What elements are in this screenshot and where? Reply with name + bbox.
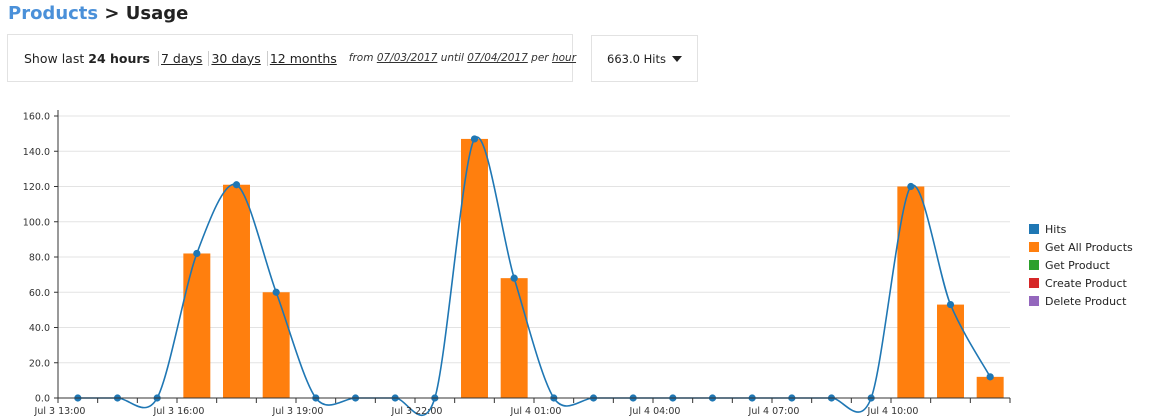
legend-swatch bbox=[1029, 242, 1039, 252]
y-tick-label: 20.0 bbox=[29, 358, 50, 369]
x-tick-label: Jul 3 19:00 bbox=[272, 406, 324, 417]
legend-label: Delete Product bbox=[1045, 294, 1127, 308]
legend-item-get-all-products[interactable]: Get All Products bbox=[1029, 238, 1133, 256]
hits-point bbox=[510, 274, 518, 282]
bar-get-all-products bbox=[937, 304, 964, 398]
y-tick-label: 100.0 bbox=[23, 217, 50, 228]
hits-dropdown[interactable]: 663.0 Hits bbox=[591, 35, 698, 82]
x-tick-label: Jul 3 22:00 bbox=[391, 406, 443, 417]
y-tick-label: 0.0 bbox=[35, 394, 50, 405]
range-option-30-days[interactable]: 30 days bbox=[208, 50, 266, 66]
bar-get-all-products bbox=[976, 376, 1004, 398]
hits-point bbox=[470, 135, 479, 143]
date-range-summary: from 07/03/2017 until 07/04/2017 per hou… bbox=[349, 52, 576, 64]
x-tick-label: Jul 3 16:00 bbox=[153, 406, 205, 417]
hits-point bbox=[232, 181, 241, 189]
hits-point bbox=[986, 373, 994, 381]
range-label: Show last bbox=[24, 50, 85, 66]
range-option-7-days[interactable]: 7 days bbox=[158, 50, 208, 66]
hits-line bbox=[74, 135, 994, 416]
per-label: per bbox=[531, 52, 549, 64]
legend-item-get-product[interactable]: Get Product bbox=[1029, 256, 1133, 274]
hits-point bbox=[193, 249, 201, 258]
from-label: from bbox=[348, 52, 374, 64]
range-option-12-months[interactable]: 12 months bbox=[266, 50, 343, 66]
legend: Hits Get All Products Get Product Create… bbox=[1029, 220, 1133, 310]
hits-point bbox=[907, 182, 915, 191]
from-date-link[interactable]: 07/03/2017 bbox=[376, 52, 438, 64]
hits-point bbox=[272, 288, 280, 296]
breadcrumb: Products > Usage bbox=[8, 3, 188, 24]
y-tick-label: 160.0 bbox=[23, 112, 50, 123]
breadcrumb-separator: > bbox=[104, 3, 120, 24]
granularity-link[interactable]: hour bbox=[551, 52, 577, 64]
bar-get-all-products bbox=[183, 253, 211, 398]
hits-line-path bbox=[77, 136, 991, 416]
y-tick-label: 120.0 bbox=[23, 182, 50, 193]
y-tick-label: 80.0 bbox=[29, 253, 50, 264]
x-tick-label: Jul 4 01:00 bbox=[510, 406, 562, 417]
x-tick-label: Jul 4 07:00 bbox=[748, 406, 800, 417]
bar-get-all-products bbox=[500, 278, 528, 398]
x-tick-label: Jul 4 10:00 bbox=[867, 406, 919, 417]
caret-down-icon bbox=[671, 55, 682, 62]
legend-swatch bbox=[1029, 296, 1039, 306]
bars bbox=[183, 138, 1004, 398]
y-tick-label: 140.0 bbox=[23, 147, 50, 158]
y-tick-label: 40.0 bbox=[29, 323, 50, 334]
legend-item-create-product[interactable]: Create Product bbox=[1029, 274, 1133, 292]
legend-swatch bbox=[1029, 224, 1039, 234]
legend-label: Get Product bbox=[1045, 258, 1110, 272]
legend-label: Get All Products bbox=[1045, 240, 1133, 254]
y-tick-label: 60.0 bbox=[29, 288, 50, 299]
breadcrumb-products-link[interactable]: Products bbox=[8, 3, 99, 24]
range-selected-24-hours[interactable]: 24 hours bbox=[88, 50, 150, 66]
hits-point bbox=[946, 300, 955, 309]
until-date-link[interactable]: 07/04/2017 bbox=[467, 52, 528, 64]
gridlines bbox=[58, 115, 1010, 399]
legend-label: Hits bbox=[1045, 222, 1067, 236]
until-label: until bbox=[440, 52, 464, 64]
legend-label: Create Product bbox=[1045, 276, 1127, 290]
x-tick-label: Jul 4 04:00 bbox=[629, 406, 681, 417]
bar-get-all-products bbox=[262, 292, 290, 398]
usage-chart: 0.0 20.0 40.0 60.0 80.0 100.0 120.0 140.0 160.0 J… bbox=[23, 110, 1011, 417]
legend-item-hits[interactable]: Hits bbox=[1029, 220, 1133, 238]
hits-dropdown-label: 663.0 Hits bbox=[607, 51, 666, 66]
axes: 0.0 20.0 40.0 60.0 80.0 100.0 120.0 140.0 160.0 J… bbox=[23, 110, 1011, 417]
time-range-panel: Show last 24 hours 7 days 30 days 12 mon… bbox=[7, 34, 576, 82]
x-tick-label: Jul 3 13:00 bbox=[34, 406, 86, 417]
bar-get-all-products bbox=[223, 184, 250, 398]
legend-item-delete-product[interactable]: Delete Product bbox=[1029, 292, 1133, 310]
legend-swatch bbox=[1029, 260, 1039, 270]
legend-swatch bbox=[1029, 278, 1039, 288]
page-title: Usage bbox=[125, 3, 189, 24]
